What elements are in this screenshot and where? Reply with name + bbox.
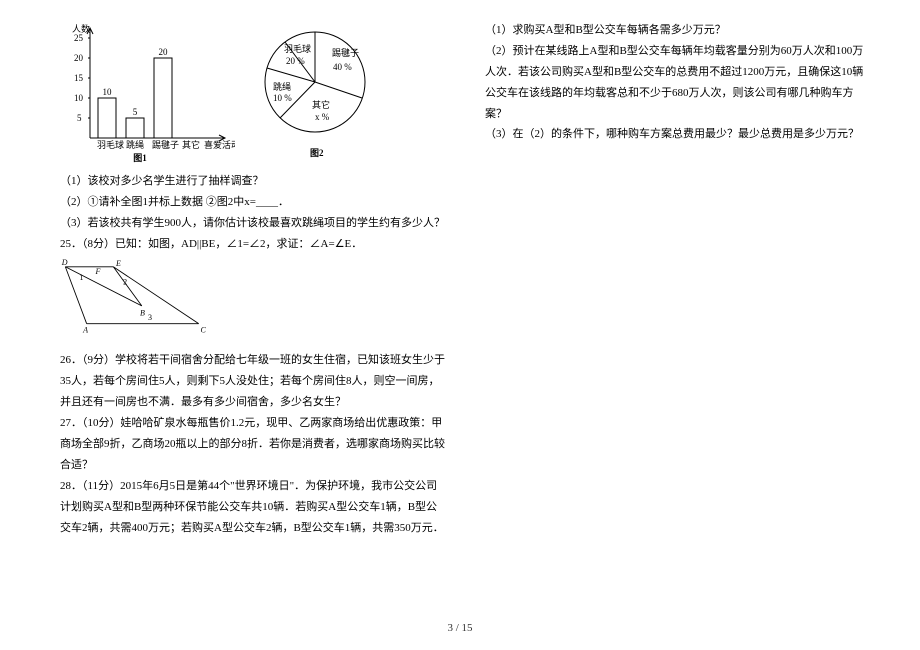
- q-chart-3: （3）若该校共有学生900人，请你估计该校最喜欢跳绳项目的学生约有多少人？: [60, 213, 445, 234]
- bar-chart-title: 图1: [133, 153, 147, 163]
- pt-A: A: [82, 325, 88, 334]
- chart-row: 人数 5 10 15 20 25 10 5 20 羽毛球 跳绳 踢毽子 其它 喜…: [60, 20, 445, 165]
- cat-2: 踢毽子: [152, 139, 179, 150]
- q28: 28．（11分）2015年6月5日是第44个"世界环境日"．为保护环境，我市公交…: [60, 476, 445, 539]
- page-footer: 3 / 15: [0, 622, 920, 634]
- ang-1: 1: [80, 273, 84, 282]
- pie-slice-1-pct: x %: [315, 112, 330, 122]
- bar-val-0: 10: [103, 87, 113, 97]
- pie-slice-2-label: 跳绳: [273, 81, 291, 92]
- q28-3: （3）在（2）的条件下，哪种购车方案总费用最少？最少总费用是多少万元？: [485, 124, 870, 145]
- ang-2: 2: [123, 277, 127, 286]
- q-chart-1: （1）该校对多少名学生进行了抽样调查？: [60, 171, 445, 192]
- geometry-figure: D F E A B C 1 2 3: [60, 257, 220, 337]
- pie-slice-0-label: 踢毽子: [332, 47, 359, 58]
- bar-val-1: 5: [133, 107, 138, 117]
- pt-C: C: [200, 325, 206, 334]
- ytick-15: 15: [74, 73, 84, 83]
- pie-slice-2-pct: 10 %: [273, 93, 292, 103]
- bar-chart: 人数 5 10 15 20 25 10 5 20 羽毛球 跳绳 踢毽子 其它 喜…: [60, 20, 235, 165]
- ang-3: 3: [148, 313, 152, 322]
- left-column: 人数 5 10 15 20 25 10 5 20 羽毛球 跳绳 踢毽子 其它 喜…: [60, 20, 445, 538]
- pt-F: F: [95, 266, 101, 275]
- x-axis-title: 喜爱活动: [204, 139, 235, 150]
- right-column: （1）求购买A型和B型公交车每辆各需多少万元？ （2）预计在某线路上A型和B型公…: [485, 20, 870, 538]
- q26: 26．（9分）学校将若干间宿舍分配给七年级一班的女生住宿，已知该班女生少于35人…: [60, 350, 445, 413]
- pt-D: D: [61, 258, 68, 267]
- pie-chart: 踢毽子 40 % 其它 x % 跳绳 10 % 羽毛球 20 % 图2: [240, 20, 390, 165]
- q27: 27．（10分）娃哈哈矿泉水每瓶售价1.2元，现甲、乙两家商场给出优惠政策：甲商…: [60, 413, 445, 476]
- pie-slice-1-label: 其它: [312, 99, 330, 110]
- pt-E: E: [115, 258, 121, 267]
- ytick-25: 25: [74, 33, 84, 43]
- ytick-10: 10: [74, 93, 84, 103]
- cat-3: 其它: [182, 139, 200, 150]
- q25: 25．（8分）已知：如图，AD||BE，∠1=∠2，求证：∠A=∠E．: [60, 234, 445, 255]
- pie-slice-3-label: 羽毛球: [284, 43, 311, 54]
- cat-0: 羽毛球: [97, 139, 124, 150]
- cat-1: 跳绳: [126, 139, 144, 150]
- bar-val-2: 20: [159, 47, 169, 57]
- ytick-5: 5: [77, 113, 82, 123]
- pie-slice-0-pct: 40 %: [333, 62, 352, 72]
- pt-B: B: [140, 308, 145, 317]
- pie-title: 图2: [310, 148, 324, 158]
- page-container: 人数 5 10 15 20 25 10 5 20 羽毛球 跳绳 踢毽子 其它 喜…: [0, 0, 920, 538]
- pie-slice-3-pct: 20 %: [286, 56, 305, 66]
- q28-1: （1）求购买A型和B型公交车每辆各需多少万元？: [485, 20, 870, 41]
- q-chart-2: （2）①请补全图1并标上数据 ②图2中x=____．: [60, 192, 445, 213]
- ytick-20: 20: [74, 53, 84, 63]
- q28-2: （2）预计在某线路上A型和B型公交车每辆年均载客量分别为60万人次和100万人次…: [485, 41, 870, 125]
